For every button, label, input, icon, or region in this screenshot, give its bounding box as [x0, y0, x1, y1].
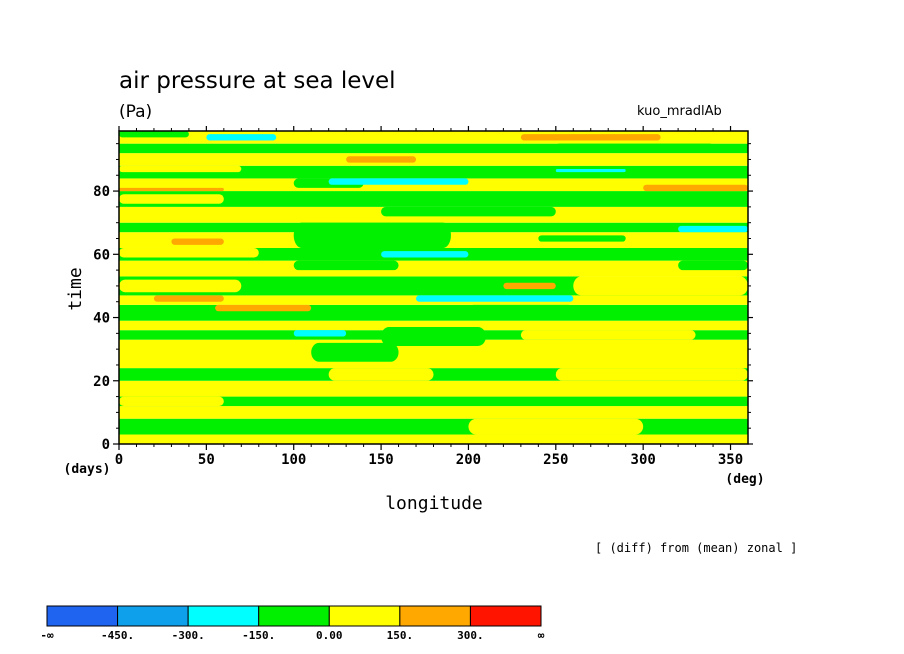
heatmap-band	[119, 380, 748, 397]
y-axis-unit: (days)	[64, 462, 111, 477]
heatmap-band	[119, 406, 748, 419]
heatmap-patch	[468, 304, 574, 315]
heatmap-patch	[520, 134, 661, 141]
heatmap-patch	[311, 342, 399, 362]
heatmap-patch	[328, 178, 469, 185]
x-tick-label: 50	[198, 452, 215, 468]
colorbar-swatch	[328, 605, 401, 627]
heatmap-patch	[293, 330, 347, 337]
diff-note: [ (diff) from (mean) zonal ]	[595, 541, 798, 555]
heatmap-patch	[293, 260, 399, 271]
colorbar-label: 0.00	[316, 629, 343, 642]
heatmap-patch	[538, 235, 626, 242]
experiment-name: kuo_mradlAb	[637, 104, 722, 119]
heatmap-band	[119, 260, 748, 277]
colorbar-label: 150.	[387, 629, 414, 642]
heatmap-patch	[573, 276, 748, 296]
heatmap-patch	[119, 247, 259, 258]
colorbar-label: -∞	[40, 629, 54, 642]
heatmap-patch	[119, 187, 224, 192]
x-tick-label: 250	[543, 452, 568, 468]
heatmap-patch	[328, 368, 434, 381]
colorbar-label: ∞	[538, 629, 545, 642]
x-tick-label: 0	[115, 452, 123, 468]
heatmap-patch	[153, 295, 224, 302]
colorbar-swatch	[258, 605, 330, 627]
x-tick-label: 150	[368, 452, 393, 468]
colorbar-swatch	[117, 605, 189, 627]
colorbar-swatch	[46, 605, 119, 627]
x-tick-label: 300	[631, 452, 656, 468]
heatmap-patch	[381, 251, 469, 258]
heatmap-patch	[119, 165, 242, 173]
x-tick-label: 350	[718, 452, 743, 468]
heatmap-patch	[555, 168, 626, 173]
heatmap-band	[119, 434, 748, 444]
heatmap-patch	[119, 194, 224, 204]
y-tick-label: 0	[102, 437, 110, 453]
x-axis: 0 50 100 150 200 250 300 350	[115, 126, 743, 468]
plot-area	[119, 131, 748, 444]
heatmap-patch	[678, 225, 748, 233]
y-axis: 0 20 40 60 80	[93, 143, 753, 453]
y-axis-label: time	[65, 267, 86, 310]
colorbar-label: 300.	[457, 629, 484, 642]
heatmap-patch	[643, 184, 748, 192]
heatmap-patch	[119, 396, 224, 407]
heatmap-patch	[555, 368, 748, 381]
heatmap-patch	[381, 206, 556, 217]
heatmap-band	[119, 191, 748, 207]
heatmap-band	[119, 153, 748, 166]
heatmap-patch	[468, 418, 644, 435]
heatmap-patch	[171, 238, 224, 245]
heatmap-patch	[416, 295, 574, 302]
colorbar: -∞ -450. -300. -150. 0.00 150. 300. ∞	[40, 605, 545, 642]
x-tick-label: 200	[456, 452, 481, 468]
y-tick-label: 20	[93, 374, 110, 390]
heatmap-patch	[119, 279, 242, 293]
heatmap-patch	[293, 222, 451, 248]
chart-title: air pressure at sea level	[119, 68, 396, 94]
y-tick-label: 60	[93, 247, 110, 263]
heatmap-band	[119, 304, 748, 321]
colorbar-swatch	[399, 605, 471, 627]
heatmap-band	[119, 320, 748, 331]
heatmap-band	[119, 418, 748, 435]
x-axis-label: longitude	[385, 493, 483, 514]
colorbar-swatch	[187, 605, 260, 627]
x-axis-unit: (deg)	[725, 472, 764, 487]
heatmap-patch	[678, 260, 748, 271]
colorbar-label: -150.	[242, 629, 275, 642]
heatmap-patch	[119, 131, 189, 138]
y-tick-label: 40	[93, 311, 110, 327]
heatmap-patch	[381, 327, 486, 346]
chart-units: (Pa)	[119, 102, 153, 122]
heatmap-patch	[346, 156, 417, 163]
heatmap-patch	[520, 330, 696, 340]
heatmap-band	[119, 143, 748, 154]
heatmap-patch	[206, 134, 277, 141]
heatmap-patch	[555, 143, 714, 150]
x-tick-label: 100	[281, 452, 306, 468]
colorbar-swatch	[469, 605, 542, 627]
heatmap-band	[119, 396, 748, 407]
y-tick-label: 80	[93, 184, 110, 200]
colorbar-label: -300.	[172, 629, 205, 642]
colorbar-label: -450.	[101, 629, 134, 642]
heatmap-patch	[215, 304, 312, 312]
heatmap-patch	[503, 282, 556, 290]
